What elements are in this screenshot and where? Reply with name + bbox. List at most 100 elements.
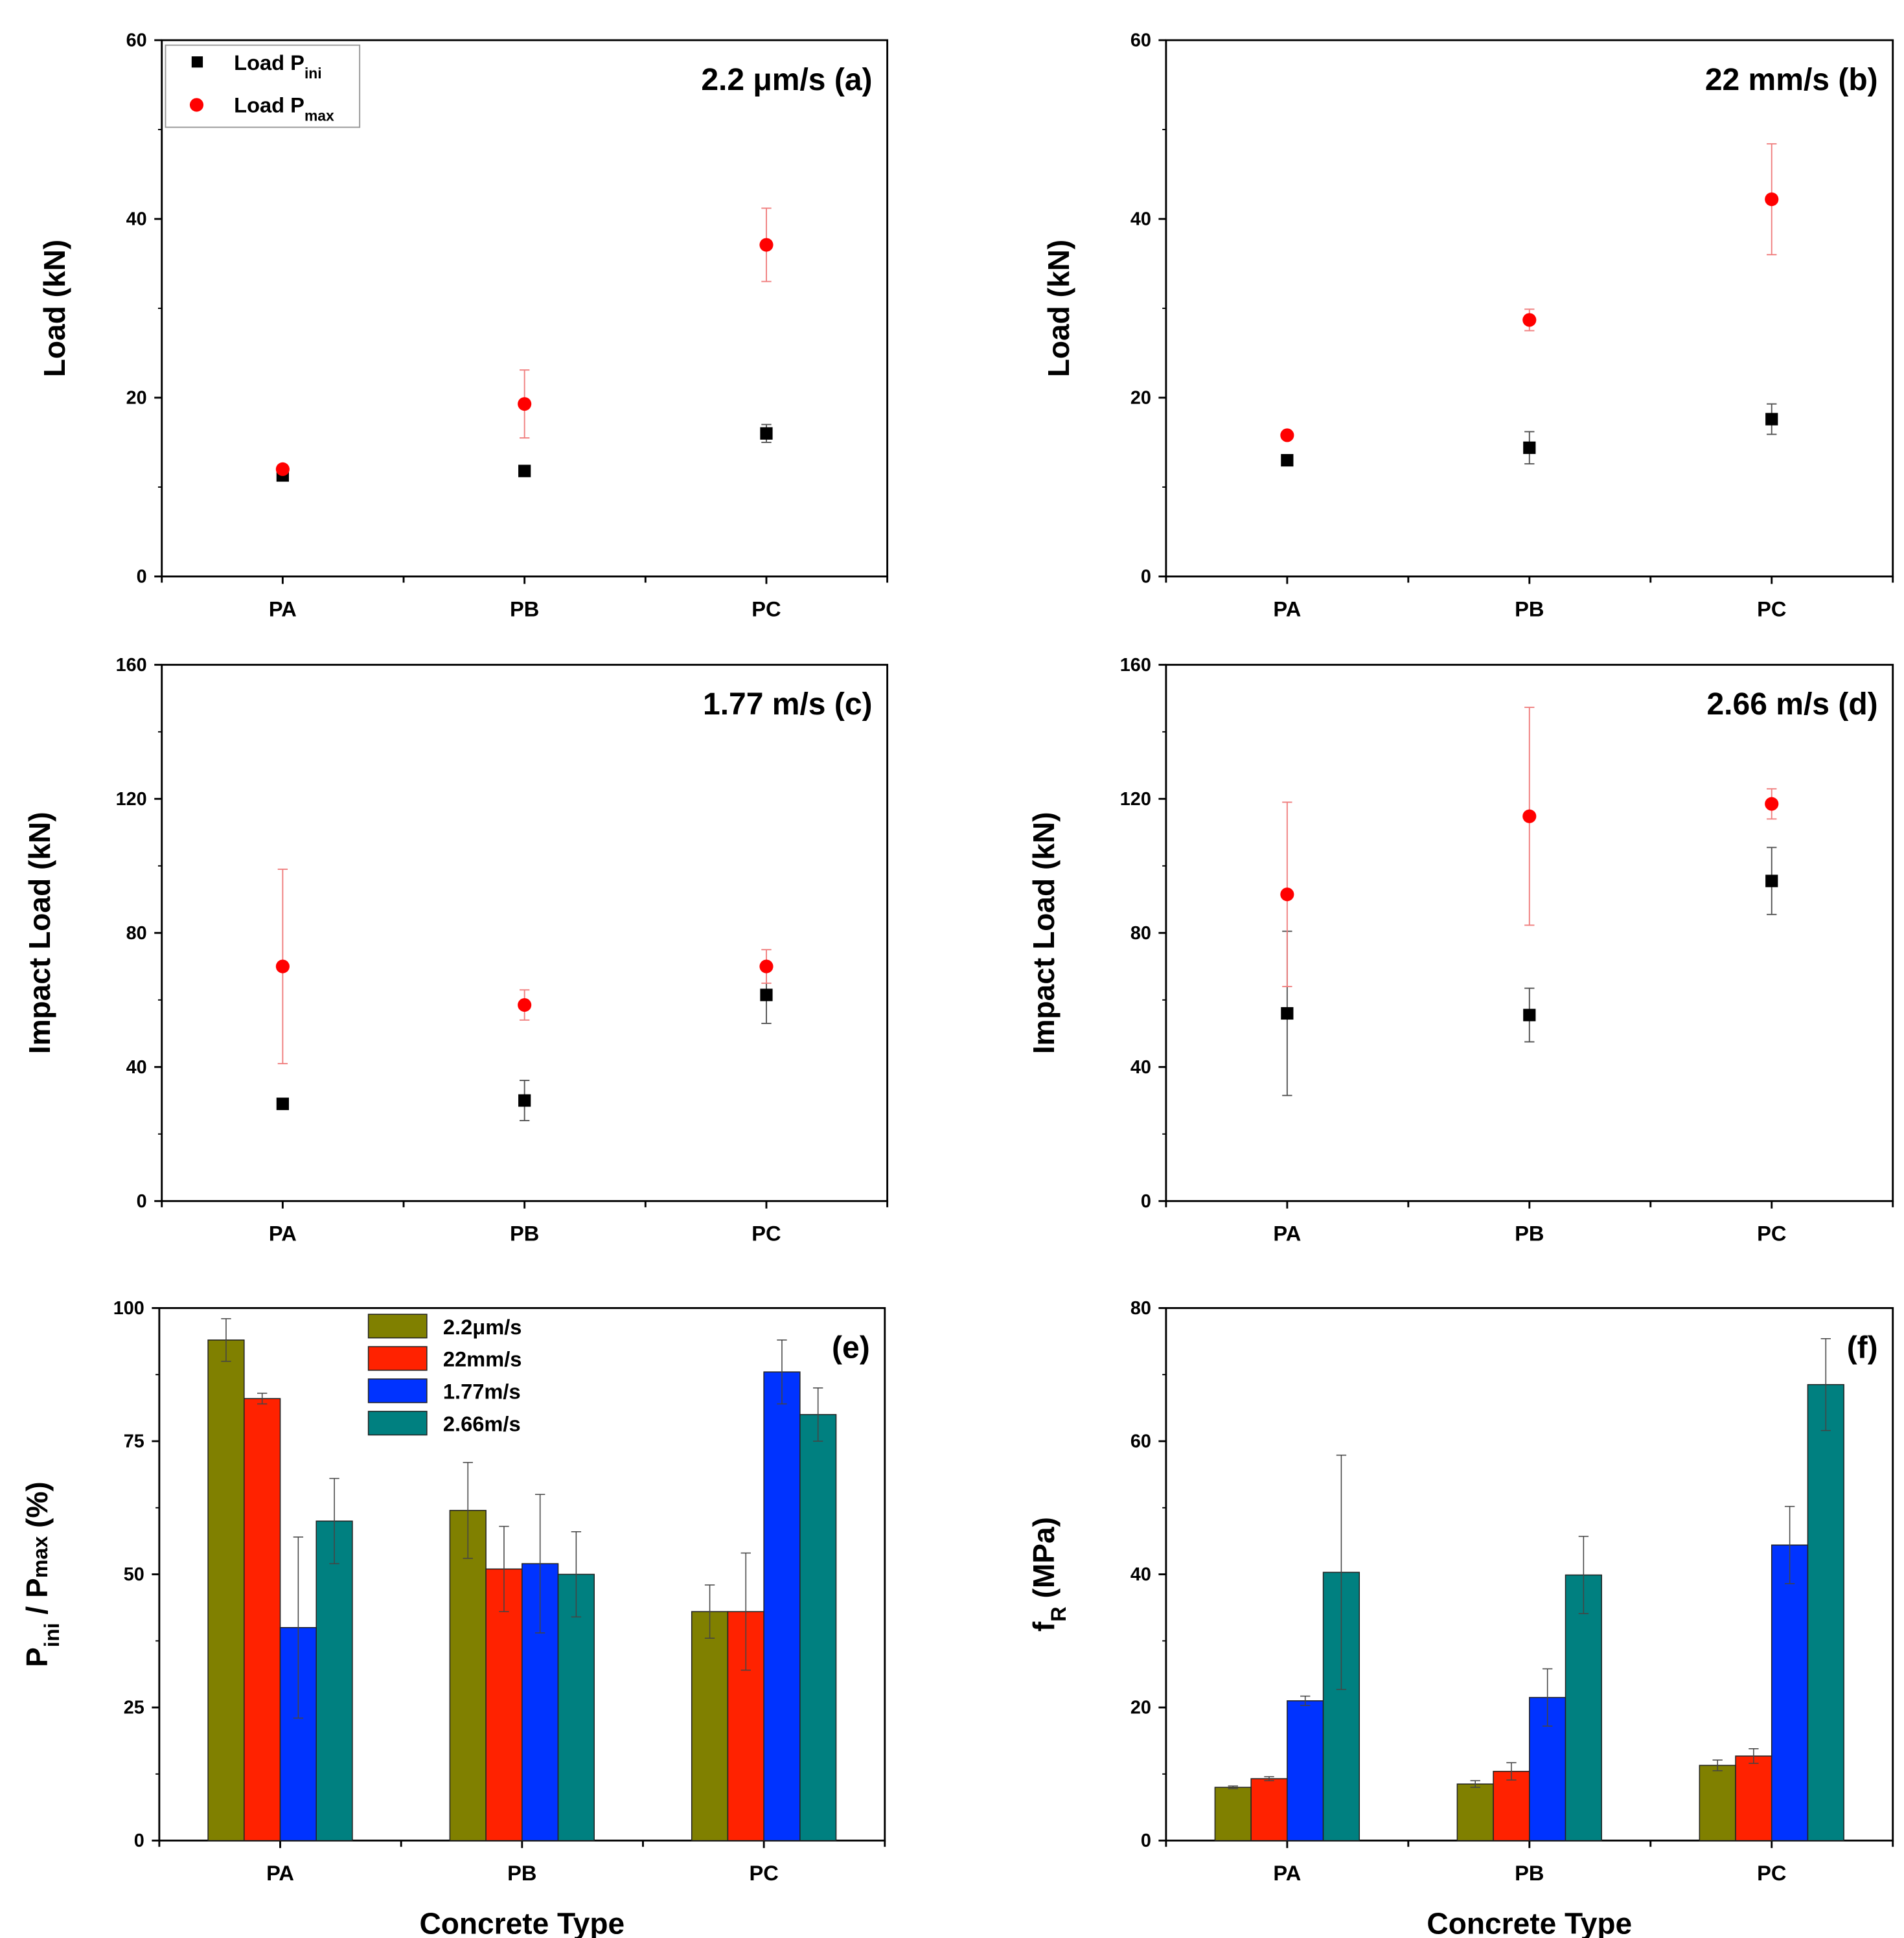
bar-PC-series-0 [1699,1764,1736,1841]
y-tick-label: 0 [1141,1191,1151,1212]
point-PB-pini [518,1094,531,1107]
y-tick-label: 60 [1130,30,1151,51]
x-tick-label-PB: PB [1515,1222,1544,1246]
y-tick-label: 60 [126,30,147,51]
panel-f: 0 20 40 60 80 PA PB PC (f) fR (MPa) Concrete Type [1027,1298,1894,1938]
legend-swatch-1 [367,1346,428,1371]
legend-swatch-2 [367,1378,428,1404]
x-tick-label-PC: PC [751,1222,781,1246]
y-tick-label: 50 [124,1564,144,1585]
y-tick-label: 40 [126,1057,147,1078]
point-PB-pini [1523,1009,1536,1021]
panel-annotation: 2.66 m/s (d) [1706,687,1877,722]
point-PA-pini [1281,453,1294,467]
bar-PB-series-0 [1456,1783,1494,1841]
y-tick-label: 20 [1130,1698,1151,1718]
x-tick-label-PA: PA [269,1222,297,1246]
x-tick-label-PA: PA [269,597,297,621]
point-PC-pini [1765,413,1778,426]
bar-PC-series-0 [691,1611,729,1841]
bar-PA-series-3 [315,1520,353,1841]
panel-e: 0 25 50 75 100 PA PB PC (e) Pini / Pmax (%) Concre… [20,1298,886,1938]
x-axis-label: Concrete Type [419,1907,625,1938]
y-axis-label-part: ini [40,1623,63,1647]
point-PC-pini [1765,874,1778,887]
bar-PA-series-0 [207,1340,245,1841]
y-tick-label: 60 [1130,1431,1151,1452]
y-tick-label: 100 [113,1298,144,1319]
point-PB-pini [518,464,531,477]
x-tick-label-PC: PC [751,597,781,621]
legend-label-2: 1.77m/s [443,1380,521,1404]
legend-swatch-0 [367,1314,428,1339]
point-PC-pmax [759,238,774,252]
y-tick-label: 80 [1130,1298,1151,1319]
y-axis-label-part: f [1027,1621,1061,1632]
y-axis-label-part: P [20,1647,54,1667]
point-PB-pmax [518,397,532,411]
bar-PC-series-3 [799,1414,837,1841]
y-axis-label-part: R [1047,1606,1070,1621]
x-tick-label-PA: PA [266,1861,294,1885]
bar-PB-series-0 [449,1510,487,1841]
panel-annotation: 1.77 m/s (c) [703,687,873,722]
x-axis-label: Concrete Type [1427,1907,1632,1938]
legend-label-max: Load Pmax [234,93,334,124]
plot-frame [1165,39,1894,578]
point-PC-pini [760,988,773,1001]
x-tick-label-PB: PB [507,1861,536,1885]
y-axis-label-part: / P [20,1578,54,1623]
x-tick-label-PC: PC [749,1861,778,1885]
y-axis-label: Impact Load (kN) [23,812,56,1054]
y-tick-label: 0 [137,1191,147,1212]
bar-PB-series-3 [557,1573,595,1841]
bar-PB-series-1 [485,1568,523,1841]
point-PB-pmax [518,998,532,1012]
y-tick-label: 75 [124,1431,144,1452]
legend-label-1: 22mm/s [443,1347,522,1371]
legend-label-base: Load P [234,93,304,117]
y-axis-label-part: (%) [20,1481,54,1536]
bar-PA-series-1 [1250,1778,1288,1841]
x-tick-label-PA: PA [1273,597,1301,621]
bar-PC-series-3 [1807,1384,1844,1841]
y-axis-label: Load (kN) [1042,240,1075,378]
panel-a: 0 20 40 60 PA PB PC 2.2 μm/s (a) Load (kN) Load P… [38,30,889,621]
point-PC-pini [760,427,773,440]
bar-PA-series-0 [1214,1786,1252,1841]
point-PB-pmax [1522,809,1537,823]
y-axis-label: Impact Load (kN) [1027,812,1061,1054]
y-tick-label: 40 [126,209,147,230]
legend: 2.2μm/s 22mm/s 1.77m/s 2.66m/s [367,1314,522,1436]
y-tick-label: 25 [124,1698,144,1718]
x-tick-label-PA: PA [1273,1222,1301,1246]
panel-annotation: (e) [832,1330,870,1365]
point-PB-pini [1523,441,1536,454]
y-tick-label: 20 [1130,388,1151,409]
legend-box [165,44,361,128]
y-axis-label-part: max [29,1536,52,1579]
legend-label-sub: ini [304,65,322,82]
legend-label-0: 2.2μm/s [443,1315,522,1339]
y-tick-label: 0 [1141,1830,1151,1851]
panel-annotation: (f) [1847,1330,1878,1365]
panel-d: 0 40 80 120 160 PA PB PC 2.66 m/s (d) Impact Load… [1027,655,1894,1246]
point-PA-pmax [1280,887,1294,902]
y-tick-label: 120 [1120,789,1151,810]
bar-PB-series-3 [1565,1574,1602,1841]
y-tick-label: 20 [126,388,147,409]
bar-PA-series-2 [1287,1700,1324,1841]
x-tick-label-PB: PB [1515,1861,1544,1885]
legend: Load Pini Load Pmax [165,44,361,128]
point-PC-pmax [1765,797,1779,811]
legend-label-sub: max [304,107,334,124]
y-tick-label: 160 [1120,655,1151,676]
point-PA-pmax [1280,428,1294,442]
x-tick-label-PC: PC [1757,1222,1786,1246]
y-tick-label: 40 [1130,209,1151,230]
legend-swatch-3 [367,1411,428,1436]
x-tick-label-PB: PB [510,597,539,621]
y-axis-label: Pini / Pmax (%) [20,1481,63,1667]
point-PC-pmax [759,959,774,974]
